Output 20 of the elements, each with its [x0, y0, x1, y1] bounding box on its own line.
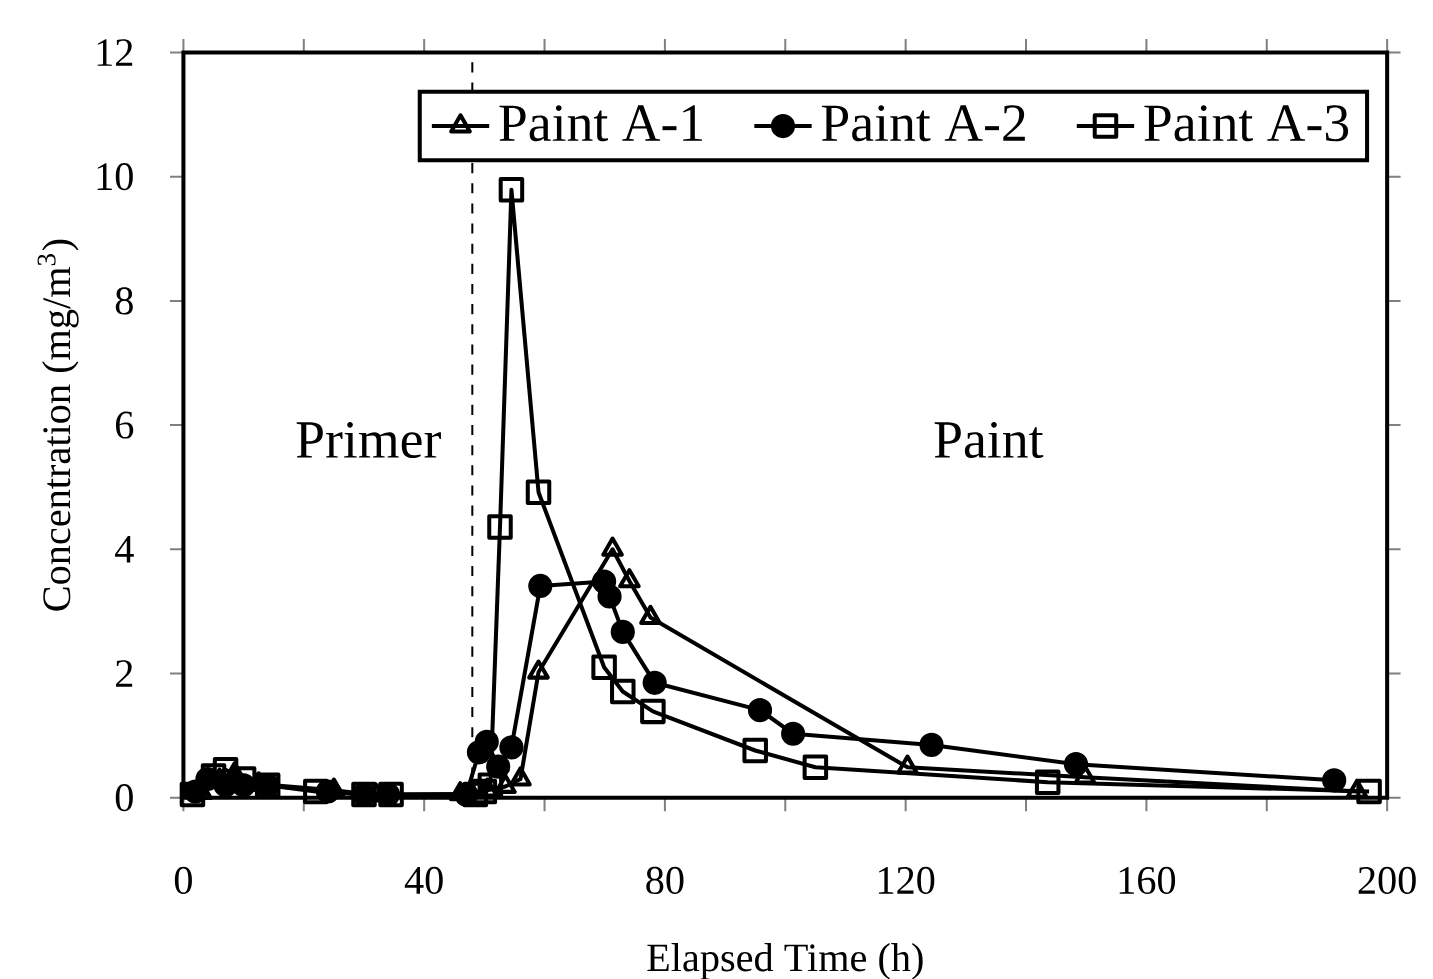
- y-axis-title: Concentration (mg/m$^{3}$): [37, 239, 79, 611]
- x-tick-label: 80: [646, 866, 684, 894]
- y-tick-label: 12: [97, 39, 133, 66]
- x-axis-title: Elapsed Time (h): [647, 942, 923, 979]
- legend-label: Paint A-2: [821, 105, 1025, 142]
- x-tick-label: 0: [174, 866, 192, 894]
- legend-label: Paint A-1: [499, 105, 703, 142]
- annotation: Paint: [934, 421, 1044, 458]
- x-tick-label: 40: [404, 866, 443, 894]
- x-tick-label: 200: [1358, 866, 1416, 894]
- y-tick-label: 0: [115, 784, 133, 812]
- y-tick-label: 8: [115, 287, 133, 315]
- x-tick-label: 120: [878, 866, 935, 894]
- y-tick-label: 4: [115, 535, 134, 563]
- y-tick-label: 2: [116, 660, 133, 687]
- annotation: Primer: [296, 421, 441, 458]
- legend-label: Paint A-3: [1144, 105, 1349, 142]
- x-tick-label: 160: [1119, 866, 1176, 894]
- y-tick-label: 6: [115, 411, 134, 439]
- y-tick-label: 10: [97, 163, 133, 191]
